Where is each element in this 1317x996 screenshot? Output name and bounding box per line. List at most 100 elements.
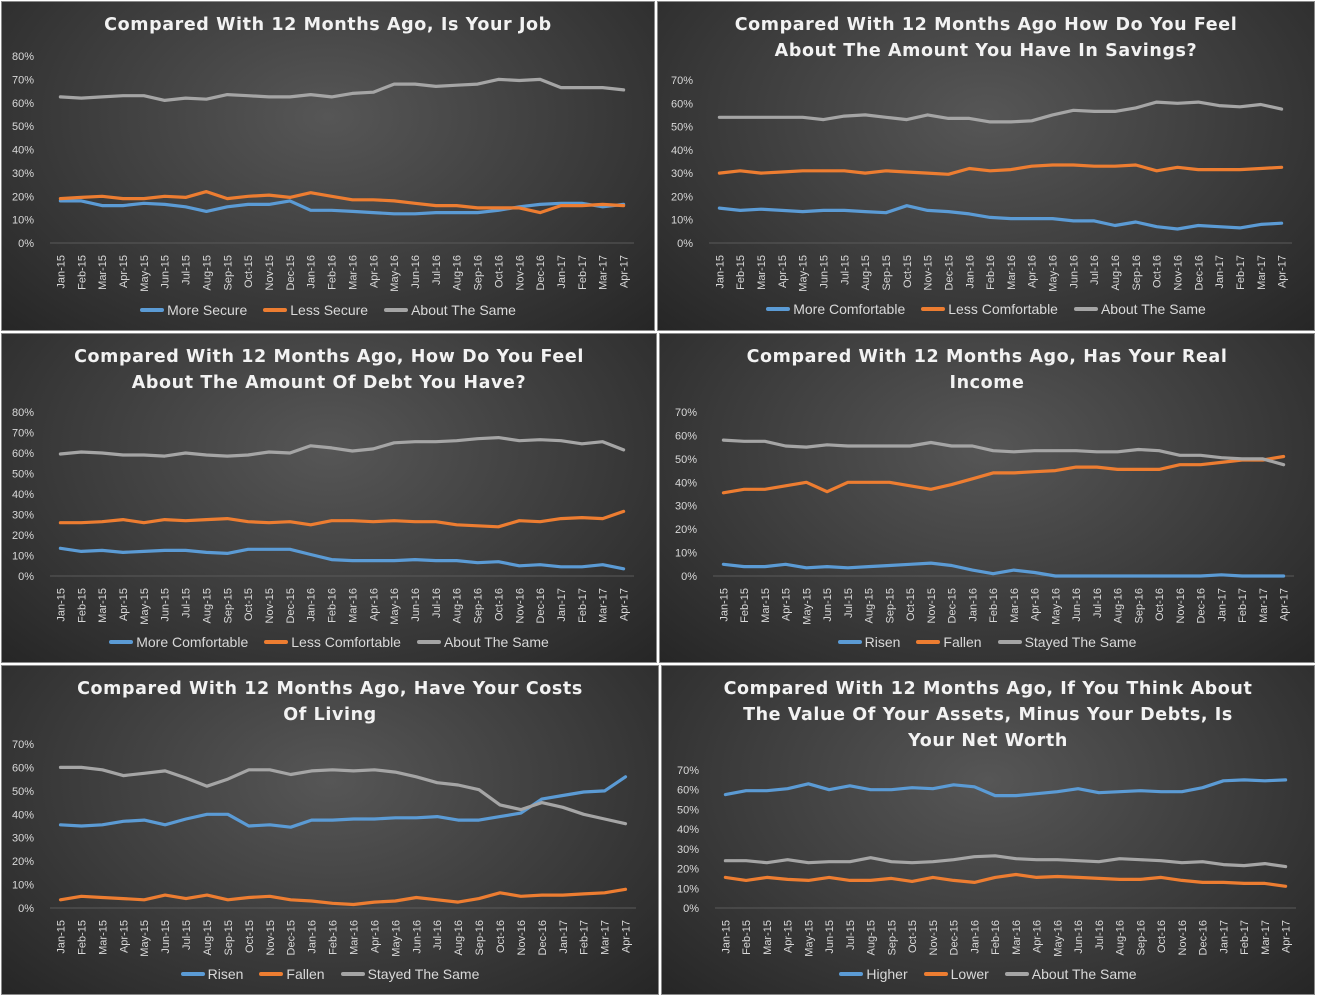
x-tick-label: Aug-15 bbox=[202, 920, 214, 955]
x-tick-label: Jun-16 bbox=[1068, 255, 1080, 289]
legend-label: Higher bbox=[866, 966, 908, 982]
x-tick-label: Feb-17 bbox=[1235, 255, 1247, 290]
y-tick-label: 60% bbox=[12, 762, 34, 774]
x-tick-label: Sep-16 bbox=[474, 920, 486, 955]
legend-swatch bbox=[923, 972, 948, 977]
y-tick-label: 50% bbox=[12, 469, 34, 481]
y-tick-label: 30% bbox=[12, 510, 34, 522]
x-tick-label: Apr-15 bbox=[777, 255, 789, 288]
x-tick-label: Oct-16 bbox=[1154, 588, 1166, 621]
x-tick-label: Jan-17 bbox=[556, 588, 568, 622]
legend-swatch bbox=[416, 640, 441, 645]
x-tick-label: Jul-16 bbox=[1092, 588, 1104, 618]
y-tick-label: 20% bbox=[12, 191, 34, 203]
legend-label: About The Same bbox=[1031, 966, 1137, 982]
x-tick-label: Apr-17 bbox=[621, 920, 633, 953]
chart-plot-area: 0% 10% 20% 30% 40% 50% 60% 70% Jan-15 Feb-15 Mar-1… bbox=[675, 407, 1294, 625]
x-tick-label: Jul-15 bbox=[181, 255, 193, 285]
series-line-risen bbox=[721, 561, 1286, 578]
y-tick-label: 70% bbox=[677, 765, 699, 777]
x-tick-label: Sep-16 bbox=[473, 588, 485, 623]
x-tick-label: Jan-15 bbox=[55, 920, 67, 954]
series-line-fallen bbox=[721, 454, 1286, 495]
y-tick-label: 40% bbox=[12, 809, 34, 821]
x-tick-label: Jun-15 bbox=[824, 920, 836, 954]
x-tick-label: Jul-15 bbox=[181, 588, 193, 618]
x-tick-label: Dec-16 bbox=[1193, 255, 1205, 290]
x-tick-label: Apr-15 bbox=[783, 920, 795, 953]
x-tick-label: Mar-17 bbox=[1258, 588, 1270, 623]
x-tick-label: Nov-15 bbox=[264, 255, 276, 290]
x-tick-label: Sep-15 bbox=[223, 920, 235, 955]
x-tick-label: Mar-15 bbox=[97, 920, 109, 955]
x-tick-label: Jul-16 bbox=[432, 920, 444, 950]
legend-label: About The Same bbox=[1100, 301, 1206, 317]
x-tick-label: Sep-15 bbox=[884, 588, 896, 623]
legend-label: Less Comfortable bbox=[291, 634, 401, 650]
x-tick-label: Jan-16 bbox=[306, 255, 318, 289]
y-tick-label: 50% bbox=[675, 454, 697, 466]
y-tick-label: 60% bbox=[677, 785, 699, 797]
x-tick-label: Dec-16 bbox=[535, 255, 547, 290]
x-tick-label: Nov-15 bbox=[926, 588, 938, 623]
series-line-less-secure bbox=[58, 190, 626, 215]
chart-title: Compared With 12 Months Ago, How Do You … bbox=[74, 347, 584, 393]
x-tick-label: Jun-16 bbox=[1073, 920, 1085, 954]
chart-title: Compared With 12 Months Ago, Have Your C… bbox=[77, 679, 583, 725]
legend-swatch bbox=[839, 972, 864, 977]
x-tick-label: Apr-17 bbox=[1279, 588, 1291, 621]
y-tick-label: 60% bbox=[12, 448, 34, 460]
x-tick-label: Mar-15 bbox=[756, 255, 768, 290]
legend-swatch bbox=[340, 972, 365, 977]
legend-label: More Secure bbox=[167, 302, 248, 318]
x-tick-label: Feb-16 bbox=[328, 920, 340, 955]
x-tick-label: Apr-15 bbox=[118, 588, 130, 621]
x-tick-label: Dec-15 bbox=[947, 588, 959, 623]
legend-label: About The Same bbox=[443, 634, 549, 650]
y-tick-label: 80% bbox=[12, 51, 34, 63]
x-tick-label: Aug-16 bbox=[452, 588, 464, 623]
series-line-higher bbox=[723, 778, 1288, 798]
x-tick-label: Dec-15 bbox=[285, 588, 297, 623]
y-tick-label: 0% bbox=[18, 571, 34, 583]
chart-legend: Higher Lower About The Same bbox=[662, 966, 1314, 982]
legend-swatch bbox=[837, 640, 862, 645]
x-tick-label: Jun-16 bbox=[410, 255, 422, 289]
x-tick-label: Jul-16 bbox=[431, 255, 443, 285]
x-tick-label: Mar-17 bbox=[598, 255, 610, 290]
series-line-less-comfortable bbox=[58, 509, 626, 529]
chart-panel-real-income: Compared With 12 Months Ago, Has Your Re… bbox=[659, 333, 1315, 663]
x-tick-label: Jan-16 bbox=[969, 920, 981, 954]
legend-label: More Comfortable bbox=[793, 301, 906, 317]
x-tick-label: Dec-15 bbox=[949, 920, 961, 955]
x-tick-label: Dec-16 bbox=[1196, 588, 1208, 623]
x-tick-label: Apr-17 bbox=[1277, 255, 1289, 288]
x-tick-label: Feb-16 bbox=[327, 255, 339, 290]
x-tick-label: Dec-16 bbox=[535, 588, 547, 623]
x-tick-label: Mar-17 bbox=[600, 920, 612, 955]
legend-swatch bbox=[921, 307, 946, 312]
x-tick-label: May-16 bbox=[1052, 920, 1064, 957]
x-tick-label: Nov-15 bbox=[265, 920, 277, 955]
x-tick-label: Jun-16 bbox=[411, 920, 423, 954]
chart-plot-area: 0% 10% 20% 30% 40% 50% 60% 70% 80% Jan-15 Feb-15 Ma… bbox=[12, 407, 634, 625]
chart-plot-area: 0% 10% 20% 30% 40% 50% 60% 70% Jan-15 Feb-15 Mar-1… bbox=[677, 765, 1296, 957]
x-tick-label: Aug-16 bbox=[1110, 255, 1122, 290]
x-tick-label: Jan-16 bbox=[967, 588, 979, 622]
series-line-more-comfortable bbox=[58, 546, 626, 571]
x-tick-label: Feb-17 bbox=[577, 588, 589, 623]
x-tick-label: Oct-15 bbox=[905, 588, 917, 621]
x-tick-label: Mar-16 bbox=[348, 920, 360, 955]
y-tick-label: 70% bbox=[675, 407, 697, 419]
legend-item: Stayed The Same bbox=[997, 634, 1136, 650]
series-line-lower bbox=[723, 872, 1288, 888]
chart-plot-area: 0% 10% 20% 30% 40% 50% 60% 70% Jan-15 Feb-15 Mar-1… bbox=[671, 75, 1292, 292]
x-tick-label: Jun-15 bbox=[160, 255, 172, 289]
x-tick-label: Jun-15 bbox=[160, 920, 172, 954]
x-tick-label: May-15 bbox=[139, 255, 151, 292]
x-tick-label: Jan-15 bbox=[55, 588, 67, 622]
x-tick-label: Feb-16 bbox=[327, 588, 339, 623]
x-tick-label: Jan-16 bbox=[306, 588, 318, 622]
y-tick-label: 0% bbox=[18, 903, 34, 915]
x-tick-label: Nov-16 bbox=[514, 588, 526, 623]
